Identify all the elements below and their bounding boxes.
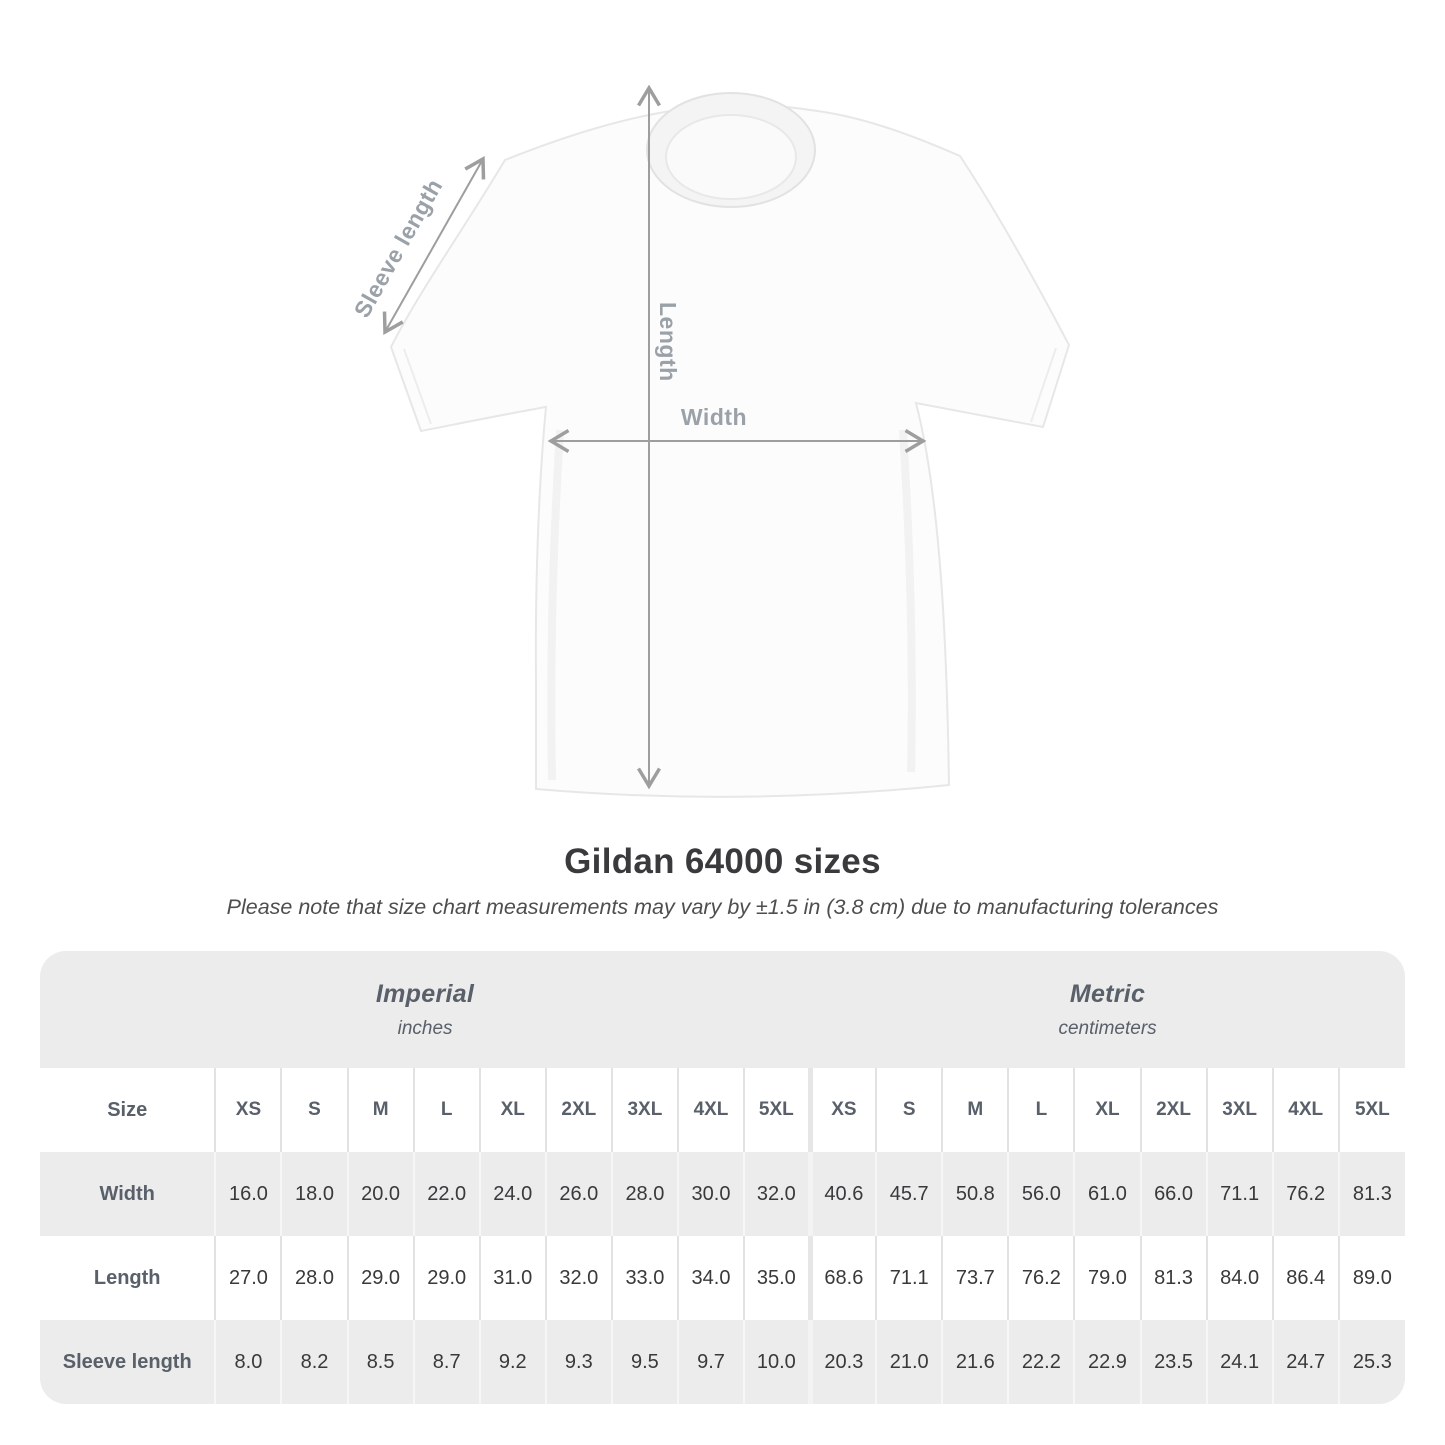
value-cell: 22.2 [1007, 1320, 1075, 1404]
value-cell: 9.7 [676, 1320, 745, 1404]
value-cell: 27.0 [214, 1236, 282, 1320]
size-col-header: XL [1073, 1068, 1141, 1152]
value-cell: 84.0 [1205, 1236, 1273, 1320]
value-cell: 22.9 [1073, 1320, 1141, 1404]
value-cell: 28.0 [280, 1236, 348, 1320]
metric-unit-label: centimeters [1058, 1017, 1157, 1039]
value-cell: 26.0 [544, 1152, 612, 1236]
group-header-imperial: Imperial inches [40, 951, 810, 1068]
value-cell: 61.0 [1073, 1152, 1141, 1236]
value-cell: 21.6 [941, 1320, 1009, 1404]
size-col-header: XS [214, 1068, 282, 1152]
value-cell: 9.3 [544, 1320, 612, 1404]
size-chart-table: Imperial inches Metric centimeters Size … [40, 951, 1405, 1404]
value-cell: 89.0 [1337, 1236, 1405, 1320]
sleeve-measure-arrow [382, 156, 486, 335]
value-cell: 24.1 [1205, 1320, 1273, 1404]
value-cell: 28.0 [610, 1152, 678, 1236]
metric-label: Metric [1069, 979, 1146, 1008]
tshirt-illustration [389, 92, 1071, 798]
sleeve-length-row: Sleeve length 8.0 8.2 8.5 8.7 9.2 9.3 9.… [40, 1320, 1405, 1404]
title-block: Gildan 64000 sizes Please note that size… [0, 842, 1445, 920]
size-col-header: 5XL [1337, 1068, 1405, 1152]
value-cell: 71.1 [875, 1236, 943, 1320]
value-cell: 20.3 [807, 1320, 877, 1404]
value-cell: 76.2 [1271, 1152, 1339, 1236]
unit-group-row: Imperial inches Metric centimeters [40, 951, 1405, 1068]
size-col-header: S [875, 1068, 943, 1152]
value-cell: 76.2 [1007, 1236, 1075, 1320]
width-measure-label: Width [681, 404, 747, 430]
value-cell: 29.0 [412, 1236, 480, 1320]
value-cell: 24.0 [478, 1152, 546, 1236]
value-cell: 79.0 [1073, 1236, 1141, 1320]
value-cell: 9.5 [610, 1320, 678, 1404]
imperial-label: Imperial [375, 979, 475, 1008]
size-col-header: XS [807, 1068, 877, 1152]
width-row: Width 16.0 18.0 20.0 22.0 24.0 26.0 28.0… [40, 1152, 1405, 1236]
size-col-header: 3XL [1205, 1068, 1273, 1152]
value-cell: 86.4 [1271, 1236, 1339, 1320]
value-cell: 81.3 [1139, 1236, 1207, 1320]
value-cell: 8.5 [346, 1320, 414, 1404]
group-header-metric: Metric centimeters [810, 951, 1405, 1068]
value-cell: 32.0 [743, 1152, 811, 1236]
length-measure-label: Length [655, 302, 681, 382]
value-cell: 24.7 [1271, 1320, 1339, 1404]
value-cell: 23.5 [1139, 1320, 1207, 1404]
value-cell: 40.6 [807, 1152, 877, 1236]
value-cell: 10.0 [743, 1320, 811, 1404]
value-cell: 50.8 [941, 1152, 1009, 1236]
size-col-header: 5XL [743, 1068, 811, 1152]
value-cell: 29.0 [346, 1236, 414, 1320]
value-cell: 71.1 [1205, 1152, 1273, 1236]
value-cell: 8.2 [280, 1320, 348, 1404]
size-col-header: 2XL [544, 1068, 612, 1152]
size-col-header: 3XL [610, 1068, 678, 1152]
size-col-header: M [941, 1068, 1009, 1152]
value-cell: 16.0 [214, 1152, 282, 1236]
value-cell: 8.0 [214, 1320, 282, 1404]
size-col-header: 4XL [1271, 1068, 1339, 1152]
value-cell: 81.3 [1337, 1152, 1405, 1236]
page-title: Gildan 64000 sizes [564, 842, 881, 881]
row-label-length: Length [93, 1266, 161, 1289]
size-col-header: 4XL [676, 1068, 745, 1152]
size-col-header: M [346, 1068, 414, 1152]
size-col-header: L [1007, 1068, 1075, 1152]
value-cell: 56.0 [1007, 1152, 1075, 1236]
value-cell: 20.0 [346, 1152, 414, 1236]
size-header-row: Size XS S M L XL 2XL 3XL 4XL 5XL XS S M … [40, 1068, 1405, 1152]
value-cell: 31.0 [478, 1236, 546, 1320]
value-cell: 33.0 [610, 1236, 678, 1320]
value-cell: 73.7 [941, 1236, 1009, 1320]
size-chart-table-wrap: Imperial inches Metric centimeters Size … [40, 951, 1405, 1404]
row-label-width: Width [99, 1182, 155, 1205]
size-col-header: 2XL [1139, 1068, 1207, 1152]
value-cell: 45.7 [875, 1152, 943, 1236]
value-cell: 30.0 [676, 1152, 745, 1236]
value-cell: 35.0 [743, 1236, 811, 1320]
size-col-header: L [412, 1068, 480, 1152]
value-cell: 25.3 [1337, 1320, 1405, 1404]
value-cell: 18.0 [280, 1152, 348, 1236]
value-cell: 22.0 [412, 1152, 480, 1236]
value-cell: 66.0 [1139, 1152, 1207, 1236]
size-col-header: S [280, 1068, 348, 1152]
row-label-sleeve-length: Sleeve length [62, 1350, 192, 1373]
value-cell: 68.6 [807, 1236, 877, 1320]
value-cell: 21.0 [875, 1320, 943, 1404]
tshirt-measurement-figure: Width Length Sleeve length [349, 84, 1071, 798]
value-cell: 32.0 [544, 1236, 612, 1320]
value-cell: 34.0 [676, 1236, 745, 1320]
value-cell: 9.2 [478, 1320, 546, 1404]
size-corner-label: Size [107, 1098, 148, 1121]
value-cell: 8.7 [412, 1320, 480, 1404]
tolerance-note: Please note that size chart measurements… [226, 895, 1219, 919]
size-col-header: XL [478, 1068, 546, 1152]
length-row: Length 27.0 28.0 29.0 29.0 31.0 32.0 33.… [40, 1236, 1405, 1320]
imperial-unit-label: inches [397, 1017, 453, 1039]
